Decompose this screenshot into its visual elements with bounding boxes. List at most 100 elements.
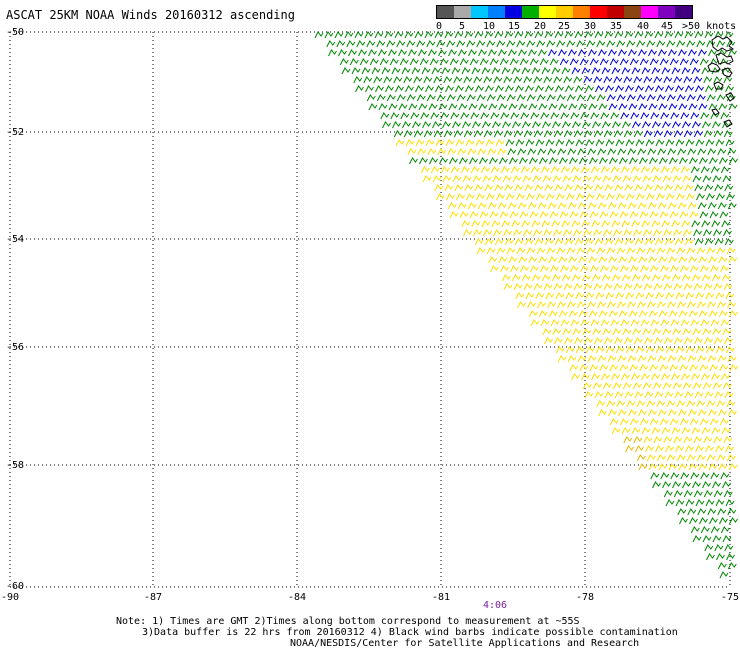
wind-barb [588,103,598,111]
wind-barb [594,238,604,246]
wind-barb [729,364,739,372]
wind-barb [611,427,621,435]
wind-barb [689,157,698,165]
wind-barb [636,94,646,102]
wind-barb [492,121,501,129]
wind-barb [687,355,697,363]
wind-barb [525,85,534,93]
lon-label: -90 [0,592,20,603]
wind-barb [336,40,346,48]
wind-barb [581,220,591,228]
wind-barb [550,265,559,273]
legend-label: 35 [610,21,623,32]
wind-barb [568,256,578,264]
wind-barb [694,391,704,399]
wind-barb [642,175,652,183]
wind-barb [548,103,558,111]
wind-barb [636,247,646,255]
wind-barb [434,184,444,192]
wind-barb [508,49,517,57]
wind-barb [654,184,664,192]
wind-barb [526,40,536,48]
wind-barb [368,103,378,111]
wind-barb [638,103,648,111]
wind-barb [430,112,440,120]
wind-barb [427,148,437,156]
wind-barb [582,382,592,390]
wind-barb [463,130,473,138]
wind-barb [541,274,551,282]
wind-barb [641,274,651,282]
wind-barb [711,220,721,228]
wind-barb [553,76,563,84]
wind-barb [517,202,527,210]
wind-barb [588,256,598,264]
wind-barb [521,220,531,228]
wind-barb [521,274,531,282]
legend-swatch [437,6,454,18]
wind-barb [517,301,526,309]
wind-barb [644,337,653,345]
wind-barb [590,319,600,327]
wind-barb [617,301,626,309]
wind-barb [599,211,609,219]
wind-barb [618,310,628,318]
wind-barb [621,220,631,228]
wind-barb [690,319,700,327]
wind-barb [720,265,729,273]
wind-barb [683,229,692,237]
wind-barb [415,85,424,93]
wind-barb [606,400,616,408]
wind-barb [575,346,585,354]
wind-barb [727,202,737,210]
wind-barb [556,193,565,201]
wind-barb [680,166,690,174]
legend-swatch [590,6,607,18]
wind-barb [710,166,720,174]
wind-barb [554,184,564,192]
wind-barb [354,31,364,39]
wind-barb [400,112,410,120]
wind-barb [697,301,706,309]
wind-barb [700,166,710,174]
wind-barb [658,49,667,57]
wind-barb [681,373,690,381]
wind-barb [567,202,577,210]
wind-barb [495,85,504,93]
wind-barb [637,202,647,210]
wind-barb [557,355,567,363]
wind-barb [675,139,685,147]
wind-barb [690,526,700,534]
wind-barb [683,490,693,498]
wind-barb [530,166,540,174]
wind-barb [665,85,674,93]
wind-barb [718,463,728,471]
wind-barb [608,310,618,318]
wind-barb [721,67,731,75]
wind-barb [706,553,715,561]
wind-barb [507,202,517,210]
wind-barb [695,499,705,507]
wind-barb [708,463,718,471]
wind-barb [568,310,578,318]
wind-barb [520,265,529,273]
wind-barb [626,247,636,255]
wind-barb [701,274,711,282]
wind-barb [433,76,443,84]
wind-barb [709,157,718,165]
wind-barb [726,454,736,462]
wind-barb [547,202,557,210]
wind-barb [572,121,581,129]
wind-barb [589,58,599,66]
wind-barb [566,40,576,48]
wind-barb [500,166,510,174]
wind-barb [623,436,633,444]
wind-barb [654,337,663,345]
wind-barb [506,193,515,201]
wind-barb [703,229,712,237]
wind-barb [408,49,417,57]
wind-barb [657,148,667,156]
wind-barb [701,373,710,381]
wind-barb [649,157,658,165]
wind-barb [629,418,639,426]
